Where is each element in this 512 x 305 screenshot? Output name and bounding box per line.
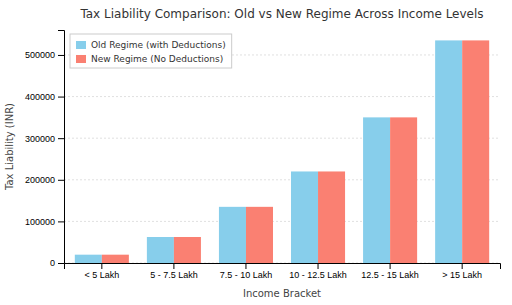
x-tick-mark (245, 263, 246, 269)
bar (291, 171, 318, 263)
grid-line (64, 221, 500, 222)
x-axis-line (65, 264, 501, 270)
bar (435, 40, 462, 263)
plot: 0 100000 200000 300000 400000 500000 < 5 Lakh 5… (25, 31, 501, 281)
legend-item: New Regime (No Deductions) (76, 54, 223, 64)
bars (75, 40, 489, 263)
x-tick: > 15 Lakh (442, 263, 482, 280)
y-tick: 500000 (25, 50, 64, 60)
x-tick-label: 10 - 12.5 Lakh (289, 270, 347, 280)
y-tick: 300000 (25, 134, 64, 144)
y-tick-mark (58, 55, 64, 56)
y-tick-mark (58, 97, 64, 98)
legend: Old Regime (with Deductions) New Regime (… (70, 34, 232, 68)
x-axis: < 5 Lakh 5 - 7.5 Lakh 7.5 - 10 Lakh 10 - 12… (65, 263, 501, 280)
bar (363, 117, 390, 263)
x-tick-label: 12.5 - 15 Lakh (361, 270, 419, 280)
grid (64, 55, 500, 263)
legend-label: Old Regime (with Deductions) (91, 40, 226, 50)
legend-label: New Regime (No Deductions) (91, 54, 223, 64)
y-axis-line (58, 31, 65, 264)
y-axis-title: Tax Liability (INR) (4, 103, 15, 191)
legend-swatch (76, 55, 86, 63)
bar (102, 255, 129, 263)
y-tick: 400000 (25, 92, 64, 102)
y-tick-label: 400000 (25, 92, 55, 102)
y-tick-mark (58, 138, 64, 139)
bar (318, 171, 345, 263)
bar (219, 207, 246, 263)
x-tick: 12.5 - 15 Lakh (361, 263, 419, 280)
title: Tax Liability Comparison: Old vs New Reg… (79, 7, 483, 21)
x-tick-label: > 15 Lakh (442, 270, 482, 280)
series (102, 40, 489, 263)
y-tick-label: 100000 (25, 217, 55, 227)
x-tick-mark (462, 263, 463, 269)
y-tick-label: 0 (50, 258, 55, 268)
x-tick-mark (173, 263, 174, 269)
x-axis-title: Income Bracket (243, 288, 321, 299)
legend-item: Old Regime (with Deductions) (76, 40, 226, 50)
grid-line (64, 138, 500, 139)
x-tick-mark (390, 263, 391, 269)
x-tick: 5 - 7.5 Lakh (150, 263, 198, 280)
y-tick-mark (58, 263, 64, 264)
y-tick-mark (58, 221, 64, 222)
bar (147, 237, 174, 263)
y-tick-label: 200000 (25, 175, 55, 185)
y-tick-label: 300000 (25, 134, 55, 144)
legend-box (70, 34, 232, 68)
x-tick-mark (318, 263, 319, 269)
y-tick-mark (58, 180, 64, 181)
x-tick: 10 - 12.5 Lakh (289, 263, 347, 280)
bar (174, 237, 201, 263)
grid-line (64, 179, 500, 180)
bar (75, 255, 102, 263)
chart: 0 100000 200000 300000 400000 500000 < 5 Lakh 5… (0, 0, 512, 305)
grid-line (64, 96, 500, 97)
x-tick: < 5 Lakh (84, 263, 119, 280)
bar (246, 207, 273, 263)
legend-swatch (76, 41, 86, 49)
y-tick: 100000 (25, 217, 64, 227)
y-tick: 0 (50, 258, 64, 268)
bar (390, 117, 417, 263)
y-tick-label: 500000 (25, 50, 55, 60)
x-tick-label: 7.5 - 10 Lakh (220, 270, 273, 280)
x-tick: 7.5 - 10 Lakh (220, 263, 273, 280)
x-tick-label: < 5 Lakh (84, 270, 119, 280)
x-tick-label: 5 - 7.5 Lakh (150, 270, 198, 280)
y-tick: 200000 (25, 175, 64, 185)
series (75, 40, 462, 263)
x-tick-mark (101, 263, 102, 269)
bar (462, 40, 489, 263)
y-axis: 0 100000 200000 300000 400000 500000 (25, 31, 65, 269)
